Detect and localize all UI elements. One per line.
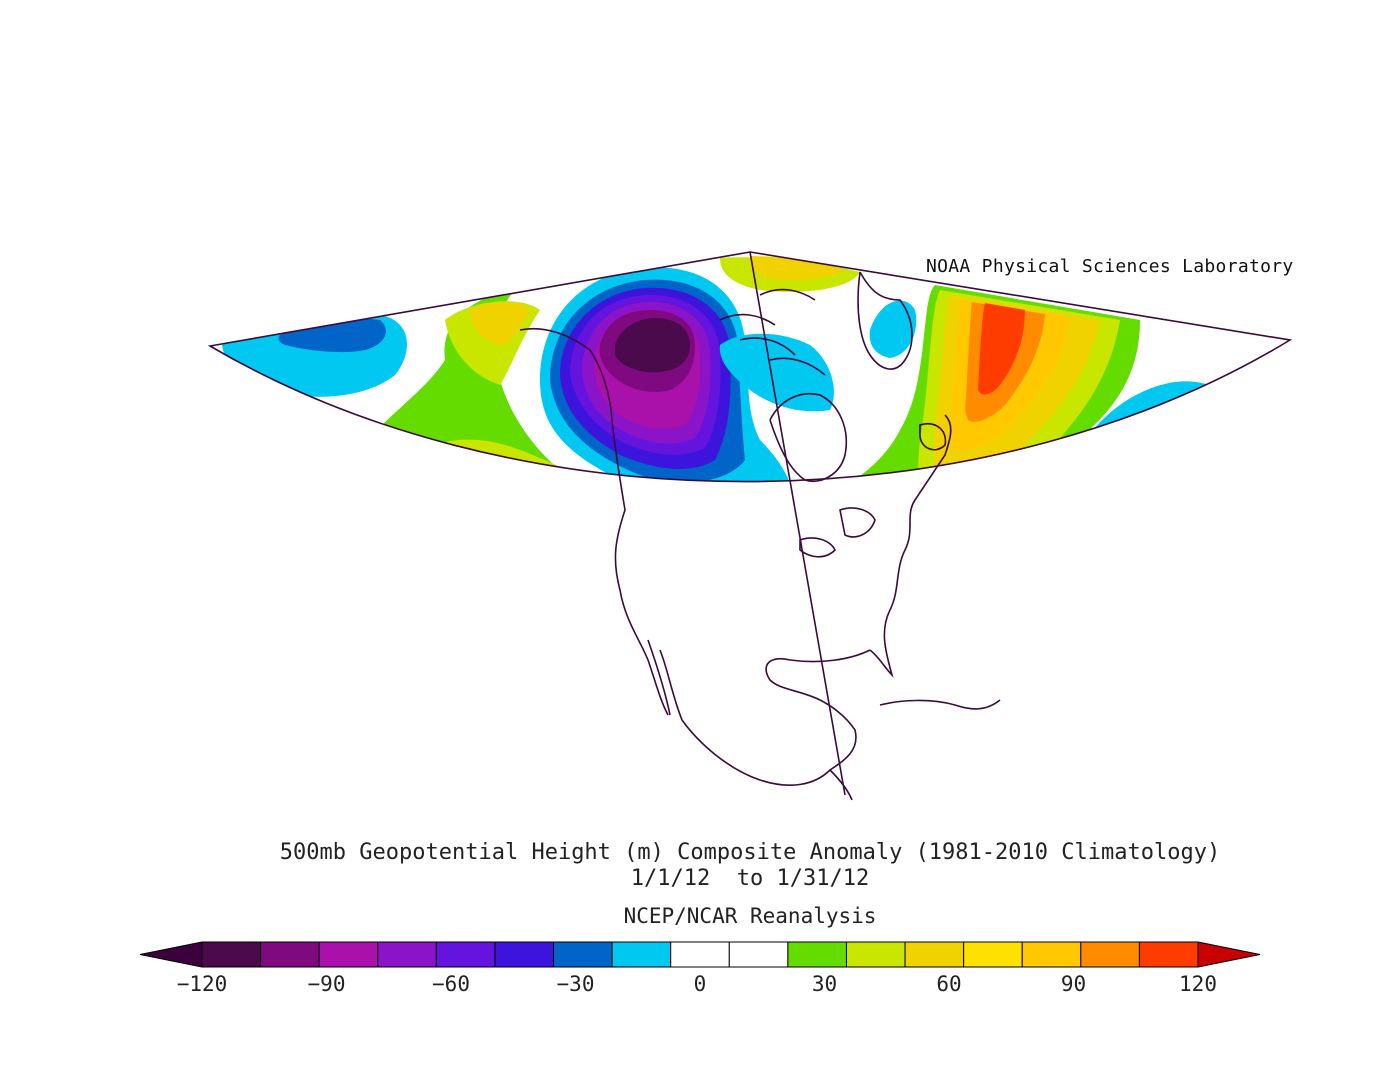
contour-negative-30-pacific <box>278 318 386 353</box>
coastline-west-north-america <box>519 327 669 716</box>
contour-positive-60-west <box>424 461 694 482</box>
contour-negative-15-subtropical <box>309 593 470 730</box>
colorbar-swatch <box>670 941 730 968</box>
contour-positive-60-arctic <box>750 256 845 280</box>
coastline-great-lakes <box>799 507 876 558</box>
colorbar-tick-label: 0 <box>693 972 707 996</box>
contour-negative-15-greenland <box>869 300 917 358</box>
coastline-florida <box>869 609 894 678</box>
coastline-newfoundland <box>919 423 947 451</box>
chart-title: 500mb Geopotential Height (m) Composite … <box>279 840 1221 865</box>
contour-negative-15-arctic <box>719 333 834 412</box>
colorbar-under-arrow <box>139 941 203 968</box>
colorbar-swatch <box>1138 941 1199 968</box>
coastline-baja <box>647 639 683 721</box>
map-frame <box>207 251 1293 796</box>
contour-negative-30-atlantic <box>1104 460 1182 482</box>
colorbar-swatch <box>904 941 965 968</box>
colorbar-swatch <box>260 941 320 968</box>
meridian-line <box>749 251 846 796</box>
coastline-hudson-bay <box>769 393 847 482</box>
colorbar <box>139 941 1261 968</box>
colorbar-swatch <box>377 941 437 968</box>
anomaly-fill <box>222 256 1250 730</box>
colorbar-swatch <box>1080 941 1140 968</box>
colorbar-tick-label: −60 <box>432 972 470 996</box>
colorbar-swatch <box>435 941 496 968</box>
colorbar-swatch <box>845 941 906 968</box>
colorbar-tick-label: −30 <box>556 972 595 996</box>
coastline-east-coast <box>889 414 952 611</box>
colorbar-tick-label: −90 <box>307 972 346 996</box>
colorbar-swatch <box>318 941 379 968</box>
map-wedge-outline <box>207 251 1293 483</box>
colorbar-tick-label: 60 <box>936 972 962 996</box>
date-range: 1/1/12 to 1/31/12 <box>630 866 870 891</box>
colorbar-swatch <box>728 941 789 968</box>
colorbar-swatch <box>494 941 555 968</box>
credit-text: NOAA Physical Sciences Laboratory <box>926 256 1294 277</box>
colorbar-tick-label: 90 <box>1060 972 1087 996</box>
coastlines <box>519 271 1001 801</box>
coastline-greenland <box>857 271 913 370</box>
colorbar-tick-label: −120 <box>176 972 228 996</box>
colorbar-swatch <box>963 941 1023 968</box>
colorbar-tick-label: 120 <box>1179 972 1217 996</box>
colorbar-swatch <box>787 941 847 968</box>
colorbar-swatch <box>201 941 262 968</box>
dataset-name: NCEP/NCAR Reanalysis <box>623 904 877 928</box>
colorbar-swatch <box>553 941 613 968</box>
colorbar-tick-label: 30 <box>811 972 838 996</box>
contour-negative-120-northwest <box>615 318 690 373</box>
coastline-cuba <box>879 699 1001 710</box>
contour-positive-60-pacific <box>470 302 530 345</box>
contour-positive-105-atlantic <box>978 303 1025 395</box>
colorbar-swatch <box>1021 941 1082 968</box>
coastline-mexico-gulf <box>681 649 871 786</box>
coastline-arctic-islands <box>719 288 826 376</box>
colorbar-swatch <box>611 941 672 968</box>
colorbar-over-arrow <box>1197 941 1261 968</box>
